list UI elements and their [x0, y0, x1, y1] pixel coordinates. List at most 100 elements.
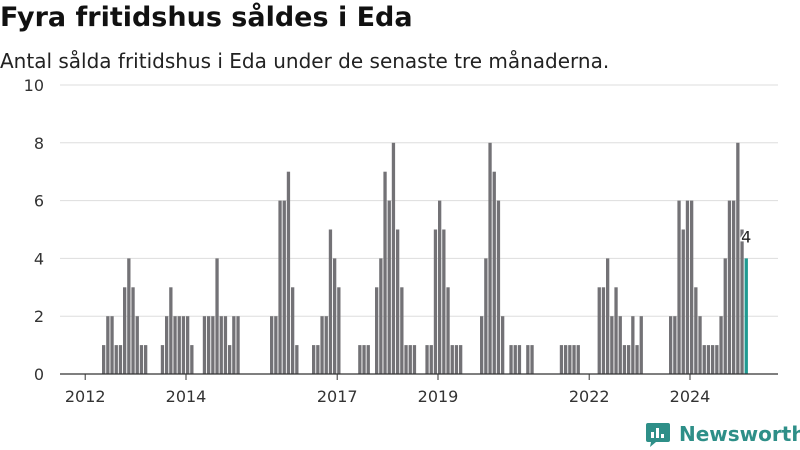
x-tick-label: 2019 — [418, 387, 459, 406]
bar — [690, 200, 694, 374]
bar — [379, 258, 383, 374]
bar — [408, 345, 412, 374]
bar — [492, 171, 496, 374]
bar — [673, 316, 677, 374]
y-tick-label: 4 — [34, 249, 44, 268]
bar — [454, 345, 459, 374]
bar — [186, 316, 190, 374]
bar — [559, 345, 564, 374]
bar — [366, 345, 370, 374]
bar — [564, 345, 568, 374]
bar — [173, 316, 177, 374]
y-tick-label: 0 — [34, 365, 44, 384]
bar — [484, 258, 488, 374]
y-tick-label: 2 — [34, 307, 44, 326]
bar — [433, 229, 438, 374]
brand-name: Newsworthy — [679, 422, 800, 446]
latest-value-label: 4 — [741, 227, 751, 246]
bar — [677, 200, 681, 374]
bar — [698, 316, 702, 374]
newsworthy-logo: Newsworthy — [645, 421, 800, 447]
bar — [576, 345, 580, 374]
bar — [324, 316, 328, 374]
bar — [501, 316, 505, 374]
bar — [706, 345, 711, 374]
bar — [207, 316, 211, 374]
bar — [215, 258, 219, 374]
bar — [425, 345, 429, 374]
bar — [169, 287, 173, 374]
bar — [631, 316, 635, 374]
bar — [181, 316, 186, 374]
bar — [496, 200, 501, 374]
bar — [110, 316, 114, 374]
bar — [723, 258, 727, 374]
y-tick-label: 6 — [34, 192, 44, 211]
bar — [719, 316, 723, 374]
bar — [127, 258, 131, 374]
bar — [694, 287, 698, 374]
bar — [732, 200, 736, 374]
bar — [702, 345, 706, 374]
bar — [177, 316, 181, 374]
x-tick-label: 2012 — [65, 387, 106, 406]
bar — [404, 345, 408, 374]
bar — [228, 345, 232, 374]
bar — [131, 287, 135, 374]
bar — [291, 287, 295, 374]
bar — [375, 287, 379, 374]
bar — [282, 200, 286, 374]
bar — [606, 258, 610, 374]
bar — [635, 345, 639, 374]
bar — [211, 316, 215, 374]
bar — [736, 142, 740, 374]
bar — [480, 316, 484, 374]
bar — [236, 316, 240, 374]
bar — [526, 345, 530, 374]
bar — [295, 345, 299, 374]
bar — [412, 345, 417, 374]
bar — [685, 200, 690, 374]
bar-latest — [744, 258, 748, 374]
bar — [446, 287, 450, 374]
bar — [610, 316, 614, 374]
bar — [438, 200, 442, 374]
bar — [144, 345, 148, 374]
bar — [165, 316, 169, 374]
bar — [391, 142, 396, 374]
bar — [274, 316, 278, 374]
x-tick-label: 2014 — [166, 387, 207, 406]
bar — [400, 287, 404, 374]
bar — [202, 316, 207, 374]
bar — [509, 345, 513, 374]
bar — [459, 345, 463, 374]
bar — [669, 316, 673, 374]
bar — [513, 345, 517, 374]
bar — [681, 229, 685, 374]
y-tick-label: 10 — [24, 76, 44, 95]
bar — [601, 287, 606, 374]
bar — [715, 345, 719, 374]
bar — [358, 345, 362, 374]
bar — [396, 229, 400, 374]
bar — [139, 345, 144, 374]
bar — [530, 345, 534, 374]
bar — [106, 316, 110, 374]
bar — [517, 345, 522, 374]
bar — [362, 345, 366, 374]
bar — [711, 345, 715, 374]
bar — [118, 345, 123, 374]
bar — [270, 316, 274, 374]
bar — [639, 316, 643, 374]
bar — [312, 345, 316, 374]
bar — [316, 345, 320, 374]
bar — [337, 287, 341, 374]
bar — [232, 316, 236, 374]
bar — [618, 316, 622, 374]
bar — [320, 316, 324, 374]
bar — [740, 229, 744, 374]
bar — [135, 316, 139, 374]
bar — [387, 200, 391, 374]
bar — [488, 142, 492, 374]
